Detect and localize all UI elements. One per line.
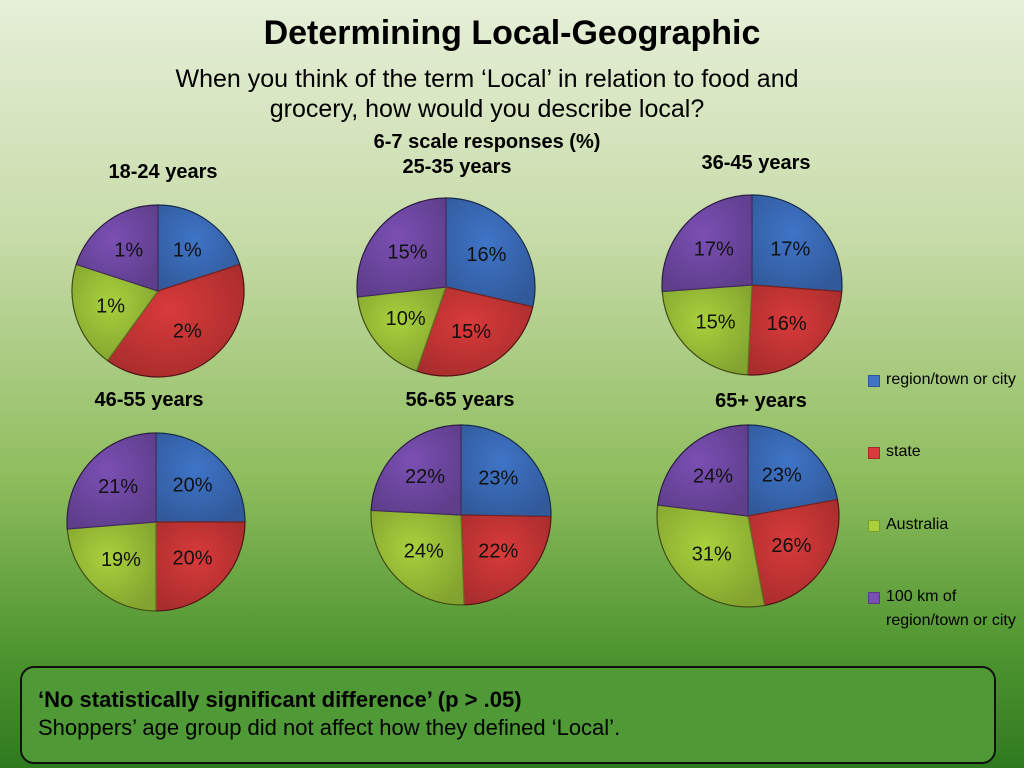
pie-slice-36-45-years-australia bbox=[661, 284, 753, 376]
slide-title: Determining Local-Geographic bbox=[263, 14, 761, 52]
pie-rim-36-45-years bbox=[661, 194, 843, 376]
pie-title-56-65-years: 56-65 years bbox=[405, 389, 515, 411]
pie-slice-25-35-years-100-km-of-region-town-or-city bbox=[356, 197, 447, 298]
legend-label-100km: 100 km of region/town or city bbox=[886, 588, 1016, 629]
pie-label-18-24-years-state: 2% bbox=[173, 320, 202, 342]
conclusion-text: Shoppers’ age group did not affect how t… bbox=[38, 715, 621, 740]
pie-title-65plus-years: 65+ years bbox=[715, 390, 807, 412]
pie-rim-46-55-years bbox=[66, 432, 246, 612]
pie-rim-25-35-years bbox=[356, 197, 536, 377]
pie-slice-65plus-years-australia bbox=[656, 504, 766, 608]
pie-chart-46-55-years: 20% 20% 19% 21% bbox=[66, 432, 246, 612]
pie-slice-56-65-years-region-town-or-city bbox=[460, 424, 552, 518]
pie-label-65plus-years-state: 26% bbox=[771, 535, 811, 557]
pie-slice-46-55-years-region-town-or-city bbox=[155, 432, 246, 523]
pie-label-25-35-years-region-town-or-city: 16% bbox=[466, 244, 506, 266]
legend-swatch-region bbox=[868, 375, 880, 387]
pie-label-25-35-years-100-km-of-region-town-or-city: 15% bbox=[387, 242, 427, 264]
pie-slice-46-55-years-australia bbox=[66, 521, 157, 612]
conclusion-heading: ‘No statistically significant difference… bbox=[38, 687, 522, 712]
pie-label-46-55-years-region-town-or-city: 20% bbox=[172, 474, 212, 496]
pie-chart-56-65-years: 23% 22% 24% 22% bbox=[370, 424, 552, 606]
pie-title-36-45-years: 36-45 years bbox=[701, 152, 811, 174]
pie-slice-18-24-years-region-town-or-city bbox=[157, 204, 241, 292]
legend-label-australia: Australia bbox=[886, 516, 949, 533]
pie-rim-56-65-years bbox=[370, 424, 552, 606]
pie-chart-25-35-years: 16% 15% 10% 15% bbox=[356, 197, 536, 377]
conclusion-box: ‘No statistically significant difference… bbox=[20, 666, 996, 764]
pie-slice-56-65-years-australia bbox=[370, 509, 465, 606]
pie-label-65plus-years-region-town-or-city: 23% bbox=[762, 464, 802, 486]
pie-slice-65plus-years-state bbox=[747, 498, 840, 607]
pie-slice-25-35-years-state bbox=[415, 286, 534, 377]
pie-label-65plus-years-100-km-of-region-town-or-city: 24% bbox=[693, 465, 733, 487]
pie-slice-65plus-years-region-town-or-city bbox=[747, 424, 839, 517]
pie-slice-18-24-years-australia bbox=[71, 263, 159, 362]
pie-chart-65plus-years: 23% 26% 31% 24% bbox=[656, 424, 840, 608]
pie-label-36-45-years-australia: 15% bbox=[696, 311, 736, 333]
slide-subtitle: When you think of the term ‘Local’ in re… bbox=[175, 65, 799, 123]
legend-swatch-state bbox=[868, 447, 880, 459]
pie-label-36-45-years-100-km-of-region-town-or-city: 17% bbox=[694, 238, 734, 260]
pie-label-46-55-years-100-km-of-region-town-or-city: 21% bbox=[98, 476, 138, 498]
pie-slice-56-65-years-state bbox=[460, 514, 552, 606]
pie-slice-25-35-years-australia bbox=[356, 286, 447, 372]
pie-label-56-65-years-australia: 24% bbox=[404, 541, 444, 563]
pie-label-56-65-years-100-km-of-region-town-or-city: 22% bbox=[405, 466, 445, 488]
legend-swatch-australia bbox=[868, 520, 880, 532]
pie-label-25-35-years-state: 15% bbox=[451, 321, 491, 343]
pie-label-46-55-years-australia: 19% bbox=[101, 549, 141, 571]
pie-slice-18-24-years-100-km-of-region-town-or-city bbox=[75, 204, 159, 292]
pie-label-25-35-years-australia: 10% bbox=[386, 308, 426, 330]
pie-label-18-24-years-region-town-or-city: 1% bbox=[173, 240, 202, 262]
pie-slice-25-35-years-region-town-or-city bbox=[445, 197, 536, 308]
pie-label-46-55-years-state: 20% bbox=[172, 548, 212, 570]
pie-rim-65plus-years bbox=[656, 424, 840, 608]
pie-slice-18-24-years-state bbox=[106, 263, 245, 378]
legend-label-region: region/town or city bbox=[886, 371, 1016, 388]
legend-swatch-100km bbox=[868, 592, 880, 604]
pie-chart-18-24-years: 1% 2% 1% 1% bbox=[71, 204, 245, 378]
pie-slice-46-55-years-state bbox=[155, 521, 246, 612]
pie-slice-36-45-years-100-km-of-region-town-or-city bbox=[661, 194, 753, 293]
pie-title-25-35-years: 25-35 years bbox=[402, 156, 512, 178]
pie-slice-56-65-years-100-km-of-region-town-or-city bbox=[370, 424, 462, 516]
pie-slice-36-45-years-region-town-or-city bbox=[751, 194, 843, 293]
pie-slice-65plus-years-100-km-of-region-town-or-city bbox=[656, 424, 749, 517]
pie-label-18-24-years-100-km-of-region-town-or-city: 1% bbox=[114, 240, 143, 262]
pie-slice-36-45-years-state bbox=[747, 284, 843, 376]
pie-label-36-45-years-state: 16% bbox=[767, 313, 807, 335]
pie-title-18-24-years: 18-24 years bbox=[108, 161, 218, 183]
pie-rim-18-24-years bbox=[71, 204, 245, 378]
scale-note: 6-7 scale responses (%) bbox=[373, 131, 601, 153]
pie-label-56-65-years-state: 22% bbox=[478, 541, 518, 563]
pie-label-36-45-years-region-town-or-city: 17% bbox=[770, 238, 810, 260]
pie-label-65plus-years-australia: 31% bbox=[692, 543, 732, 565]
legend-label-state: state bbox=[886, 443, 921, 460]
pie-label-18-24-years-australia: 1% bbox=[96, 295, 125, 317]
pie-label-56-65-years-region-town-or-city: 23% bbox=[478, 467, 518, 489]
pie-title-46-55-years: 46-55 years bbox=[94, 389, 204, 411]
pie-slice-46-55-years-100-km-of-region-town-or-city bbox=[66, 432, 157, 530]
pie-chart-36-45-years: 17% 16% 15% 17% bbox=[661, 194, 843, 376]
